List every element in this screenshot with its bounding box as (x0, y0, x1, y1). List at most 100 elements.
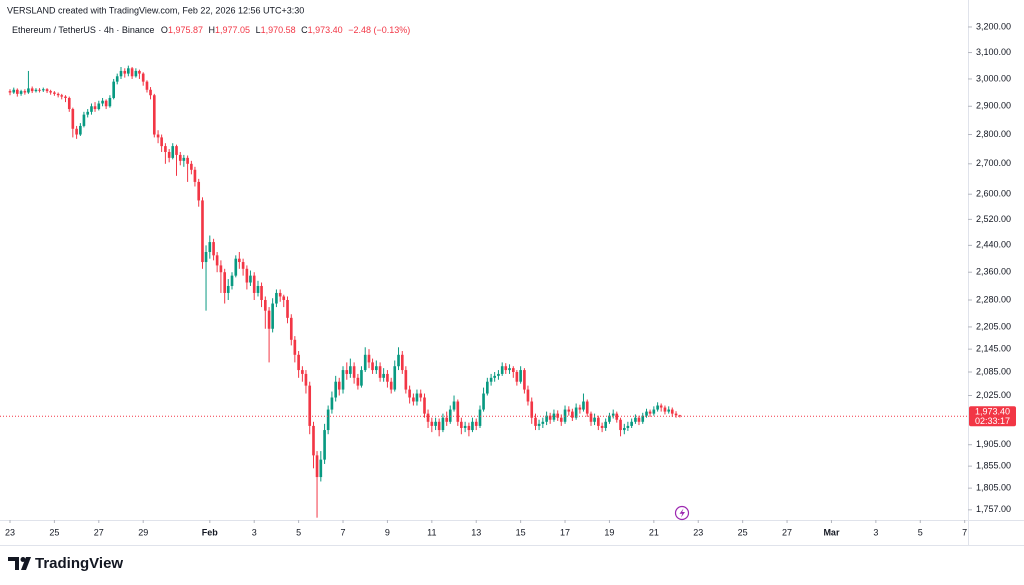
candle-body (537, 423, 541, 426)
candle-body (567, 409, 571, 412)
candle-body (97, 103, 101, 110)
candle-body (319, 459, 323, 478)
candle-body (334, 381, 338, 398)
logo-mark[interactable] (8, 557, 19, 570)
candle-body (604, 421, 607, 428)
candle-body (27, 88, 30, 93)
candle-body (386, 373, 389, 382)
event-bolt[interactable] (679, 508, 686, 518)
candle-body (585, 401, 589, 414)
candle-body (382, 373, 385, 378)
candle-body (363, 354, 367, 371)
candle-body (23, 91, 27, 93)
candle-body (275, 292, 278, 304)
x-tick-label: 13 (471, 527, 481, 537)
candle-body (419, 393, 423, 398)
x-tick-label: 27 (94, 527, 104, 537)
candle-body (352, 366, 356, 378)
x-tick-label: 11 (427, 527, 436, 537)
candle-body (582, 401, 585, 410)
candle-body (304, 373, 308, 386)
candle-body (171, 146, 175, 158)
candle-body (337, 381, 341, 390)
last-price-tag (969, 406, 1016, 427)
candle-body (448, 409, 452, 422)
candle-body (134, 70, 138, 77)
candle-body (297, 354, 300, 371)
candle-body (249, 275, 252, 283)
candle-body (315, 455, 319, 478)
y-tick-label: 2,520.00 (976, 214, 1011, 224)
close-value: 1,973.40 (308, 25, 343, 35)
candle-body (226, 285, 230, 293)
candle-body (64, 96, 67, 98)
x-tick-label: 3 (873, 527, 878, 537)
candle-body (82, 114, 86, 126)
event-icon[interactable] (674, 505, 690, 521)
candle-body (241, 262, 245, 269)
candle-body (504, 366, 508, 371)
candle-body (378, 366, 382, 378)
candle-body (12, 89, 16, 93)
y-tick-label: 2,145.00 (976, 344, 1011, 354)
candle-body (541, 421, 545, 424)
candle-body (215, 255, 219, 266)
brand-logo[interactable]: TradingView (8, 555, 123, 572)
candle-body (219, 265, 223, 273)
y-tick-label: 1,855.00 (976, 461, 1011, 471)
candle-body (630, 421, 633, 426)
x-tick-label: Feb (202, 527, 219, 537)
candle-body (460, 421, 463, 428)
price-axis: 3,200.00 3,100.00 3,000.00 2,900.00 2,800.00… (968, 21, 1011, 514)
logo-dot[interactable] (20, 557, 26, 562)
candle-body (123, 70, 127, 74)
candle-body (493, 375, 496, 378)
x-tick-label: 5 (296, 527, 301, 537)
candle-body (112, 81, 115, 98)
logo-slash[interactable] (21, 557, 31, 570)
x-tick-label: 9 (385, 527, 390, 537)
candle-body (467, 425, 471, 431)
candle-body (90, 106, 93, 112)
candle-body (156, 134, 160, 138)
candle-body (545, 415, 548, 422)
low-key: L (256, 25, 261, 35)
y-tick-label: 2,800.00 (976, 129, 1011, 139)
high-key: H (209, 25, 216, 35)
candle-body (356, 377, 360, 386)
candle-body (375, 366, 378, 371)
open-value: 1,975.87 (168, 25, 203, 35)
candle-body (371, 362, 374, 371)
y-tick-label: 3,200.00 (976, 21, 1011, 31)
candle-body (145, 81, 149, 90)
candle-body (589, 413, 593, 422)
candle-body (489, 377, 493, 382)
time-axis: 23 25 27 29 Feb 3 5 7 9 11 13 15 17 19 21 23 25 27 Mar 3 5 7 (5, 520, 967, 537)
y-tick-label: 2,025.00 (976, 390, 1011, 400)
candle-body (164, 146, 167, 152)
candle-body (238, 258, 241, 263)
candle-body (559, 417, 563, 422)
candle-body (637, 417, 641, 422)
candle-body (389, 381, 393, 390)
candle-body (615, 413, 619, 420)
candle-body (252, 275, 256, 293)
candle-body (367, 354, 371, 363)
candle-body (426, 413, 430, 422)
candle-body (534, 417, 537, 426)
candle-body (30, 88, 34, 92)
candles (8, 65, 682, 518)
candle-body (611, 413, 615, 416)
candle-body (234, 258, 238, 276)
x-tick-label: 7 (962, 527, 967, 537)
candle-body (93, 106, 97, 110)
candle-body (308, 385, 312, 426)
candle-body (138, 70, 141, 74)
x-tick-label: 23 (693, 527, 703, 537)
candle-body (452, 401, 456, 410)
candle-body (393, 366, 397, 390)
candle-body (530, 401, 534, 418)
brand-name[interactable]: TradingView (35, 555, 123, 572)
candle-body (500, 366, 504, 374)
